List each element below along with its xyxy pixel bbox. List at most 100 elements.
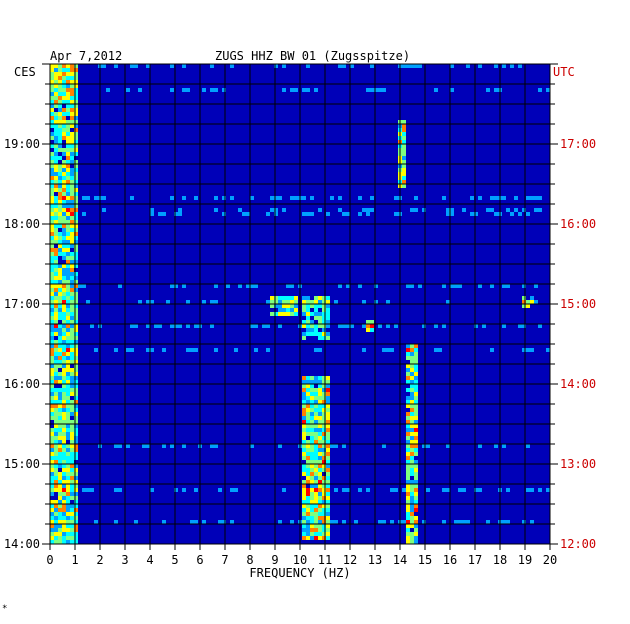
heatmap-cell [306, 296, 310, 300]
heatmap-cell [74, 520, 78, 524]
heatmap-cell [402, 64, 406, 68]
heatmap-cell [302, 312, 306, 316]
heatmap-cell [66, 512, 70, 516]
heatmap-cell [58, 156, 62, 160]
heatmap-cell [294, 296, 298, 300]
heatmap-cell [450, 88, 454, 92]
heatmap-cell [322, 492, 326, 496]
heatmap-cell [318, 300, 322, 304]
heatmap-cell [50, 328, 54, 332]
heatmap-cell [410, 388, 414, 392]
heatmap-cell [74, 340, 78, 344]
heatmap-cell [310, 408, 314, 412]
heatmap-cell [410, 360, 414, 364]
heatmap-cell [54, 112, 58, 116]
heatmap-cell [306, 304, 310, 308]
heatmap-cell [182, 196, 186, 200]
heatmap-cell [442, 284, 446, 288]
heatmap-cell [358, 284, 362, 288]
heatmap-cell [314, 416, 318, 420]
heatmap-cell [362, 300, 366, 304]
heatmap-cell [54, 280, 58, 284]
heatmap-cell [74, 208, 78, 212]
heatmap-cell [58, 184, 62, 188]
heatmap-cell [214, 300, 218, 304]
heatmap-cell [70, 228, 74, 232]
heatmap-cell [58, 276, 62, 280]
heatmap-cell [386, 324, 390, 328]
heatmap-cell [62, 352, 66, 356]
heatmap-cell [58, 408, 62, 412]
heatmap-cell [62, 480, 66, 484]
heatmap-cell [458, 520, 462, 524]
heatmap-cell [538, 196, 542, 200]
heatmap-cell [150, 212, 154, 216]
heatmap-cell [522, 304, 526, 308]
heatmap-cell [326, 428, 330, 432]
heatmap-cell [318, 484, 322, 488]
heatmap-cell [318, 312, 322, 316]
chart-date: Apr 7,2012 [50, 49, 122, 63]
heatmap-cell [406, 416, 410, 420]
heatmap-cell [318, 376, 322, 380]
heatmap-cell [326, 432, 330, 436]
heatmap-cell [166, 300, 170, 304]
heatmap-cell [178, 324, 182, 328]
heatmap-cell [314, 516, 318, 520]
heatmap-cell [286, 296, 290, 300]
heatmap-cell [314, 396, 318, 400]
heatmap-cell [54, 460, 58, 464]
heatmap-cell [314, 316, 318, 320]
heatmap-cell [74, 400, 78, 404]
heatmap-cell [322, 308, 326, 312]
heatmap-cell [286, 304, 290, 308]
heatmap-cell [410, 364, 414, 368]
heatmap-cell [414, 364, 418, 368]
heatmap-cell [410, 440, 414, 444]
heatmap-cell [50, 96, 54, 100]
heatmap-cell [58, 272, 62, 276]
heatmap-cell [310, 328, 314, 332]
heatmap-cell [362, 324, 366, 328]
heatmap-cell [318, 496, 322, 500]
heatmap-cell [58, 492, 62, 496]
heatmap-cell [58, 416, 62, 420]
heatmap-cell [74, 456, 78, 460]
heatmap-cell [66, 532, 70, 536]
heatmap-cell [70, 300, 74, 304]
heatmap-cell [326, 316, 330, 320]
heatmap-cell [326, 320, 330, 324]
left-time-label: 16:00 [4, 377, 40, 391]
heatmap-cell [422, 520, 426, 524]
heatmap-cell [338, 196, 342, 200]
heatmap-cell [282, 88, 286, 92]
heatmap-cell [270, 312, 274, 316]
heatmap-cell [322, 484, 326, 488]
heatmap-cell [302, 520, 306, 524]
heatmap-cell [310, 468, 314, 472]
heatmap-cell [530, 348, 534, 352]
chart-station-title: ZUGS HHZ BW 01 (Zugsspitze) [215, 49, 410, 63]
heatmap-cell [50, 360, 54, 364]
heatmap-cell [62, 256, 66, 260]
heatmap-cell [490, 348, 494, 352]
heatmap-cell [66, 164, 70, 168]
heatmap-cell [54, 372, 58, 376]
heatmap-cell [62, 356, 66, 360]
heatmap-cell [50, 112, 54, 116]
heatmap-cell [74, 336, 78, 340]
heatmap-cell [50, 196, 54, 200]
heatmap-cell [414, 460, 418, 464]
heatmap-cell [62, 516, 66, 520]
heatmap-cell [74, 376, 78, 380]
heatmap-cell [58, 420, 62, 424]
heatmap-cell [118, 284, 122, 288]
heatmap-cell [314, 440, 318, 444]
heatmap-cell [306, 88, 310, 92]
heatmap-cell [70, 420, 74, 424]
heatmap-cell [410, 520, 414, 524]
heatmap-cell [406, 440, 410, 444]
heatmap-cell [326, 408, 330, 412]
heatmap-cell [66, 504, 70, 508]
heatmap-cell [302, 296, 306, 300]
